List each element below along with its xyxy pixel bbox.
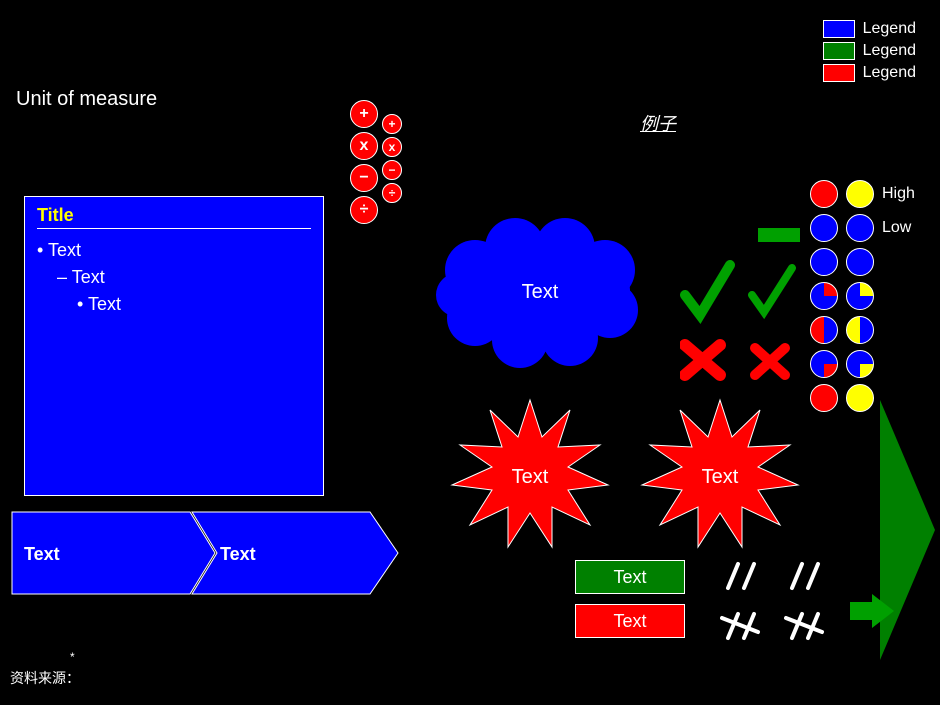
starburst-group: Text Text (440, 390, 820, 560)
green-button[interactable]: Text (575, 560, 685, 594)
check-icon (752, 268, 792, 312)
check-icon (685, 265, 730, 315)
x-icon (685, 345, 720, 375)
op-minus-small-icon: − (382, 160, 402, 180)
legend-item: Legend (823, 64, 916, 82)
harvey-ball (846, 316, 874, 344)
svg-text:Text: Text (512, 466, 549, 488)
title-box: Title Text Text Text (24, 196, 324, 496)
cloud-shape: Text (430, 210, 650, 370)
title-box-title: Title (37, 205, 311, 229)
harvey-ball (810, 350, 838, 378)
starburst: Text (452, 400, 608, 547)
operator-group: + x − ÷ + x − ÷ (350, 100, 402, 224)
red-button[interactable]: Text (575, 604, 685, 638)
x-icon (755, 348, 785, 375)
footer-source: 资料来源： (10, 668, 80, 688)
op-divide-icon: ÷ (350, 196, 378, 224)
starburst: Text (642, 400, 798, 547)
bullet-l3: Text (77, 291, 311, 318)
button-group: Text Text (575, 560, 685, 638)
harvey-label-low: Low (882, 219, 915, 237)
chevron-group: Text Text (10, 510, 400, 596)
svg-text:Text: Text (702, 466, 739, 488)
bullet-l2: Text (57, 264, 311, 291)
op-minus-icon: − (350, 164, 378, 192)
harvey-ball (846, 214, 874, 242)
harvey-ball (810, 180, 838, 208)
harvey-ball (846, 384, 874, 412)
legend: Legend Legend Legend (823, 20, 916, 86)
unit-of-measure-label: Unit of measure (16, 88, 157, 111)
harvey-ball-grid: High Low (810, 180, 915, 412)
example-label: 例子 (640, 110, 676, 136)
op-times-icon: x (350, 132, 378, 160)
symbol-group (680, 220, 810, 390)
chevron-label: Text (220, 544, 256, 564)
cloud-label: Text (522, 281, 559, 303)
harvey-ball (810, 248, 838, 276)
tally-group (720, 560, 850, 650)
legend-swatch (823, 64, 855, 82)
op-times-small-icon: x (382, 137, 402, 157)
harvey-ball (846, 248, 874, 276)
op-plus-icon: + (350, 100, 378, 128)
legend-label: Legend (863, 20, 916, 38)
harvey-ball (810, 316, 838, 344)
harvey-ball (810, 214, 838, 242)
harvey-ball (846, 350, 874, 378)
legend-label: Legend (863, 64, 916, 82)
legend-item: Legend (823, 42, 916, 60)
legend-label: Legend (863, 42, 916, 60)
harvey-ball (846, 282, 874, 310)
chevron-label: Text (24, 544, 60, 564)
op-plus-small-icon: + (382, 114, 402, 134)
harvey-label-high: High (882, 185, 915, 203)
harvey-ball (810, 282, 838, 310)
bullet-l1: Text (37, 237, 311, 264)
op-divide-small-icon: ÷ (382, 183, 402, 203)
footer-asterisk: * (70, 650, 75, 664)
minus-icon (758, 228, 800, 242)
legend-swatch (823, 20, 855, 38)
small-arrow-icon (850, 594, 894, 628)
legend-swatch (823, 42, 855, 60)
legend-item: Legend (823, 20, 916, 38)
harvey-ball (846, 180, 874, 208)
